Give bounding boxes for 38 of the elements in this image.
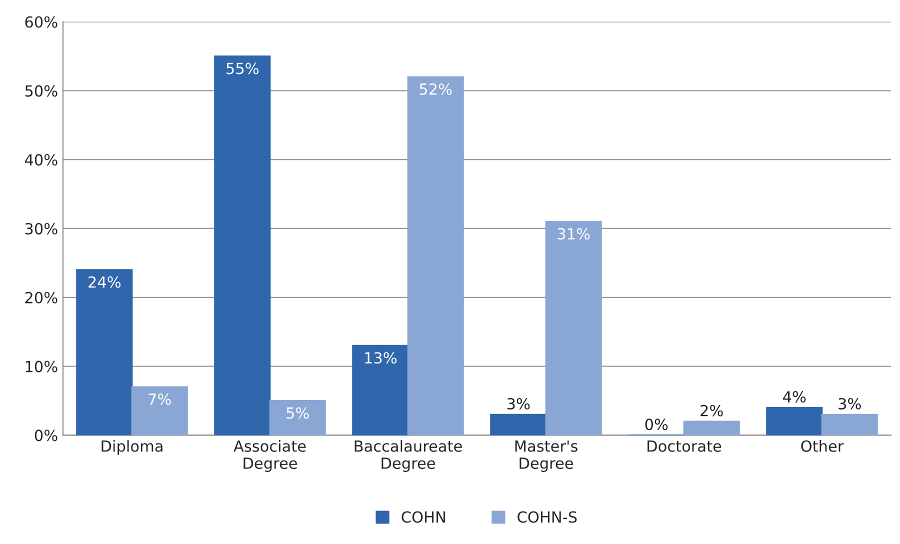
legend-label: COHN-S (518, 511, 577, 523)
data-label: 0% (645, 418, 668, 430)
bar (407, 76, 464, 436)
bar (490, 414, 547, 436)
data-label: 4% (783, 391, 806, 403)
y-tick-label: 10% (26, 360, 58, 372)
data-label: 13% (365, 352, 397, 364)
data-label: 7% (148, 393, 171, 405)
data-label: 52% (420, 83, 452, 95)
y-tick-label: 50% (25, 85, 58, 97)
bar (214, 56, 271, 436)
data-label: 3% (838, 398, 861, 410)
legend-label: COHN (402, 511, 445, 523)
data-label: 3% (507, 398, 530, 410)
bar (269, 400, 326, 436)
x-tick-label: Diploma (102, 440, 162, 455)
data-label: 5% (286, 407, 309, 419)
x-tick-label: Baccalaureate Degree (354, 440, 462, 472)
x-tick-label: Associate Degree (234, 440, 306, 472)
x-tick-label: Other (801, 440, 844, 452)
y-tick-label: 0% (34, 430, 58, 442)
data-label: 55% (226, 62, 259, 74)
bar (76, 269, 133, 436)
x-tick-label: Master's Degree (515, 440, 578, 472)
bar (821, 414, 878, 436)
y-tick-label: 60% (25, 16, 58, 28)
data-label: 24% (88, 276, 121, 288)
y-tick-label: 20% (25, 292, 58, 304)
data-label: 2% (700, 404, 723, 416)
x-tick-label: Doctorate (648, 440, 722, 452)
bar (352, 344, 409, 436)
data-label: 31% (558, 228, 590, 240)
bar (545, 220, 602, 436)
y-tick-label: 30% (25, 222, 58, 234)
bar (683, 420, 740, 436)
y-tick-label: 40% (24, 154, 58, 166)
bar (766, 406, 823, 436)
bar (131, 386, 188, 436)
